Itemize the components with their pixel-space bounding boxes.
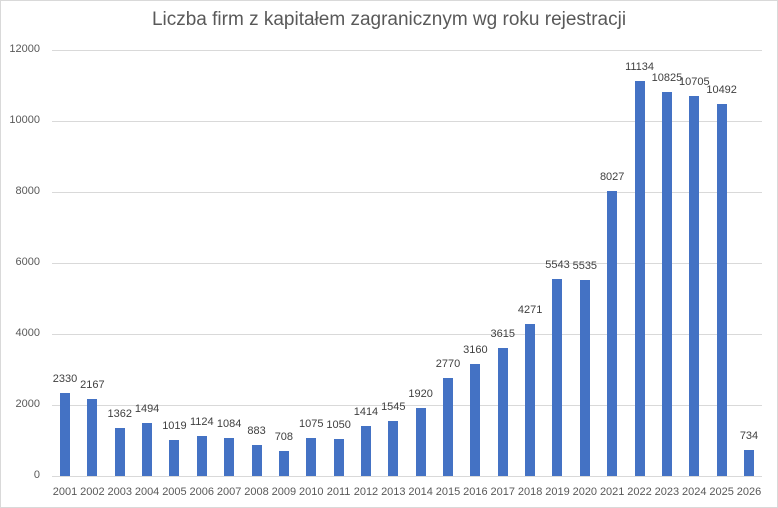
data-label: 734 bbox=[739, 429, 759, 442]
data-label: 1084 bbox=[216, 417, 242, 430]
bar-2003 bbox=[114, 427, 125, 476]
gridline bbox=[52, 263, 762, 264]
bar-2014 bbox=[415, 407, 426, 476]
x-tick-label: 2026 bbox=[736, 486, 762, 498]
bar-2016 bbox=[470, 363, 481, 476]
x-tick-label: 2011 bbox=[326, 486, 351, 498]
x-tick-label: 2005 bbox=[162, 486, 187, 498]
y-tick-label: 0 bbox=[33, 469, 40, 481]
x-tick-label: 2017 bbox=[490, 486, 515, 498]
bar-2010 bbox=[306, 437, 317, 476]
bar-2011 bbox=[333, 438, 344, 476]
data-label: 1050 bbox=[326, 418, 351, 431]
gridline bbox=[52, 405, 762, 406]
bar-2020 bbox=[579, 279, 590, 476]
y-tick-label: 6000 bbox=[15, 256, 40, 268]
x-tick-label: 2013 bbox=[381, 486, 406, 498]
y-tick-label: 10000 bbox=[9, 114, 40, 126]
bar-2006 bbox=[196, 436, 207, 476]
y-tick-label: 2000 bbox=[15, 398, 40, 410]
data-label: 4271 bbox=[517, 304, 543, 317]
gridline bbox=[52, 192, 762, 193]
x-tick-label: 2025 bbox=[709, 486, 734, 498]
data-label: 3160 bbox=[463, 343, 488, 356]
bar-2025 bbox=[716, 103, 727, 476]
data-label: 708 bbox=[274, 430, 294, 443]
data-label: 11134 bbox=[625, 60, 655, 73]
data-label: 2330 bbox=[52, 373, 78, 386]
x-tick-label: 2022 bbox=[627, 486, 652, 498]
data-label: 1414 bbox=[353, 405, 379, 418]
gridline bbox=[52, 334, 762, 335]
x-tick-label: 2014 bbox=[408, 486, 433, 498]
data-label: 5535 bbox=[572, 259, 598, 272]
bar-2004 bbox=[142, 422, 153, 476]
x-tick-label: 2010 bbox=[298, 486, 324, 498]
y-tick-label: 12000 bbox=[9, 43, 40, 55]
chart-title: Liczba firm z kapitałem zagranicznym wg … bbox=[151, 9, 627, 30]
data-label: 1124 bbox=[189, 416, 214, 429]
x-tick-label: 2016 bbox=[463, 486, 488, 498]
data-label: 3615 bbox=[490, 327, 515, 340]
data-label: 883 bbox=[247, 424, 266, 437]
data-label: 2167 bbox=[80, 379, 105, 392]
y-tick-label: 8000 bbox=[15, 185, 40, 197]
bar-2018 bbox=[525, 324, 536, 476]
x-tick-label: 2001 bbox=[52, 486, 78, 498]
bar-2008 bbox=[251, 444, 262, 476]
bar-2005 bbox=[169, 439, 180, 476]
bar-2013 bbox=[388, 421, 399, 476]
data-label: 10705 bbox=[678, 75, 710, 88]
bar-2019 bbox=[552, 279, 563, 476]
x-tick-label: 2020 bbox=[572, 486, 598, 498]
data-label: 10492 bbox=[706, 83, 737, 96]
x-tick-label: 2012 bbox=[353, 486, 379, 498]
bar-2009 bbox=[278, 450, 289, 476]
x-tick-label: 2015 bbox=[435, 486, 461, 498]
x-tick-label: 2019 bbox=[545, 486, 570, 498]
x-tick-label: 2003 bbox=[107, 486, 132, 498]
bar-2015 bbox=[443, 377, 454, 476]
x-tick-label: 2009 bbox=[271, 486, 297, 498]
data-label: 2770 bbox=[435, 357, 461, 370]
bar-2017 bbox=[497, 347, 508, 476]
bar-2007 bbox=[224, 437, 235, 476]
bar-2023 bbox=[661, 91, 672, 476]
x-tick-label: 2024 bbox=[682, 486, 707, 498]
data-label: 5543 bbox=[545, 259, 570, 272]
data-label: 1019 bbox=[162, 419, 187, 432]
data-label: 10825 bbox=[651, 71, 683, 84]
x-tick-label: 2018 bbox=[517, 486, 543, 498]
data-label: 1494 bbox=[134, 402, 160, 415]
bar-2024 bbox=[689, 95, 700, 476]
y-tick-label: 4000 bbox=[15, 327, 40, 339]
gridline bbox=[52, 121, 762, 122]
data-label: 1075 bbox=[298, 417, 324, 430]
x-tick-label: 2002 bbox=[80, 486, 105, 498]
x-tick-label: 2004 bbox=[134, 486, 160, 498]
bar-2002 bbox=[87, 399, 98, 476]
data-label: 8027 bbox=[599, 171, 625, 184]
bar-2012 bbox=[360, 425, 371, 476]
x-tick-label: 2008 bbox=[244, 486, 269, 498]
data-label: 1545 bbox=[381, 401, 406, 414]
gridline bbox=[52, 476, 762, 477]
gridline bbox=[52, 50, 762, 51]
data-label: 1362 bbox=[107, 407, 132, 420]
x-tick-label: 2006 bbox=[189, 486, 215, 498]
bar-2021 bbox=[607, 191, 618, 476]
bar-2026 bbox=[744, 449, 754, 476]
bar-2022 bbox=[634, 80, 645, 476]
x-tick-label: 2023 bbox=[654, 486, 680, 498]
x-tick-label: 2007 bbox=[216, 486, 242, 498]
bar-2001 bbox=[60, 393, 70, 476]
x-tick-label: 2021 bbox=[599, 486, 625, 498]
data-label: 1920 bbox=[408, 387, 433, 400]
